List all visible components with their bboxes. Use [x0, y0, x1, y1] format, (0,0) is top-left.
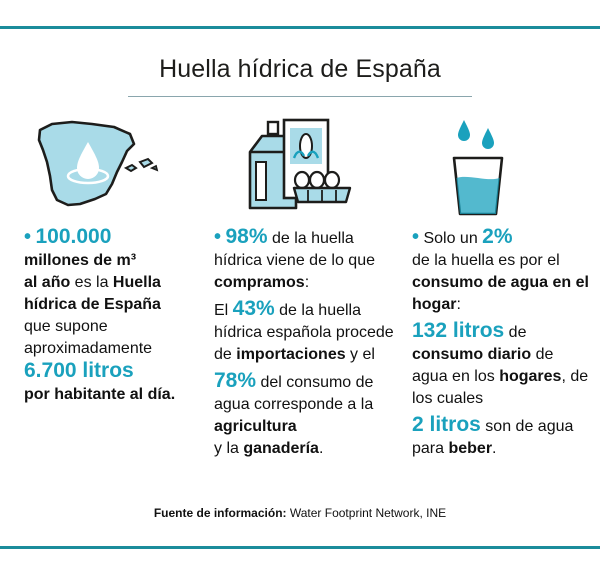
source-value: Water Footprint Network, INE — [286, 506, 447, 520]
bullet: • — [214, 226, 222, 248]
text-strong: consumo diario — [412, 346, 532, 363]
page-title: Huella hídrica de España — [159, 55, 441, 83]
text-strong: agricultura — [214, 418, 297, 435]
column-purchases: • 98% de la huella hídrica viene de lo q… — [214, 226, 394, 460]
highlight-value: 100.000 — [35, 225, 112, 248]
text-strong: importaciones — [236, 346, 346, 363]
text: . — [318, 440, 324, 457]
text-strong: al año — [24, 274, 71, 291]
text: : — [456, 296, 461, 313]
spain-map-icon — [37, 120, 159, 207]
text-strong: por habitante al día. — [24, 386, 176, 403]
title-underline — [128, 96, 472, 97]
text: y el — [345, 346, 375, 363]
text: de la huella hídrica viene de lo que — [214, 230, 375, 269]
source-note: Fuente de información: Water Footprint N… — [0, 506, 600, 520]
text-strong: ganadería — [243, 440, 319, 457]
text: son de agua para — [412, 418, 574, 457]
text: de — [504, 324, 527, 341]
text-strong: millones de m³ — [24, 252, 137, 269]
highlight-value: 78% — [214, 369, 257, 392]
highlight-value: 2 litros — [412, 413, 481, 436]
highlight-value: 2% — [482, 225, 513, 248]
highlight-value: 98% — [225, 225, 268, 248]
text: , de los cuales — [412, 368, 589, 407]
text: es la — [70, 274, 113, 291]
text: de la huella es por el — [412, 252, 560, 269]
groceries-icon — [248, 118, 352, 210]
highlight-value: 43% — [232, 297, 275, 320]
top-rule — [0, 26, 600, 29]
text-strong: beber — [448, 440, 493, 457]
text: : — [304, 274, 310, 291]
text: El — [214, 302, 233, 319]
bullet: • — [412, 226, 420, 248]
text: Solo un — [419, 230, 483, 247]
text: del consumo de agua corresponde a la — [214, 374, 374, 413]
text-strong: hogares — [499, 368, 562, 385]
text-strong: consumo de agua en el hogar — [412, 274, 589, 313]
text: que supone aproximadamente — [24, 318, 153, 357]
highlight-value: 132 litros — [412, 319, 505, 342]
text-strong: Huella hídrica de España — [24, 274, 161, 313]
text-strong: compramos — [214, 274, 305, 291]
water-glass-icon — [452, 120, 504, 216]
text: . — [492, 440, 497, 457]
text: y la — [214, 440, 244, 457]
highlight-value: 6.700 litros — [24, 359, 134, 382]
column-household: • Solo un 2% de la huella es por el cons… — [412, 226, 592, 460]
column-spain-footprint: • 100.000 millones de m³ al año es la Hu… — [24, 226, 209, 406]
source-label: Fuente de información: — [153, 506, 287, 520]
bottom-rule — [0, 546, 600, 549]
bullet: • — [24, 226, 32, 248]
text: de la huella hídrica española procede de — [214, 302, 394, 363]
text: de agua en los — [412, 346, 554, 385]
